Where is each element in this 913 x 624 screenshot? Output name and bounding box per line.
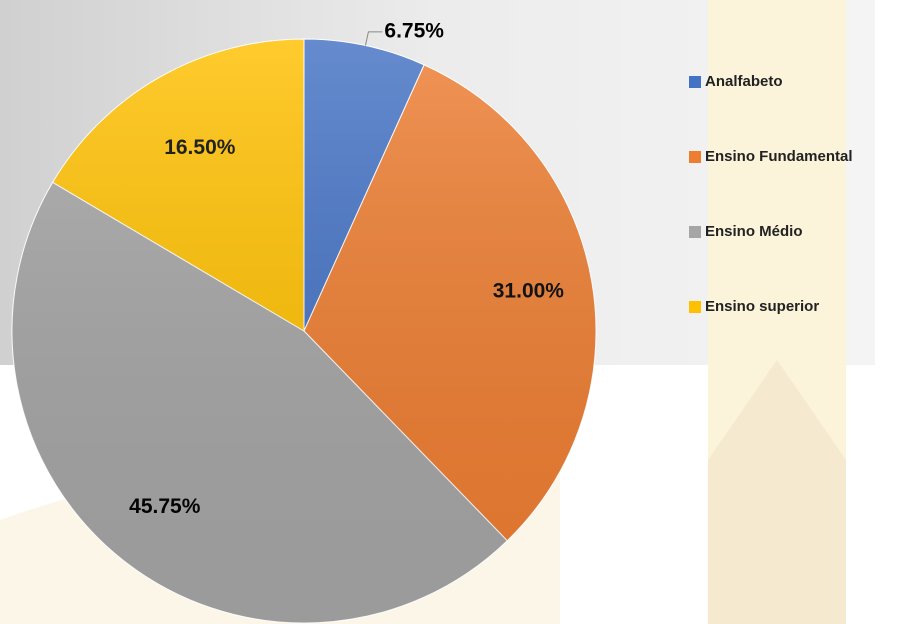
legend-swatch xyxy=(689,226,701,238)
legend-label: Ensino Fundamental xyxy=(705,148,853,165)
legend-swatch xyxy=(689,301,701,313)
legend-swatch xyxy=(689,151,701,163)
background-arrow xyxy=(708,360,846,624)
data-label: 6.75% xyxy=(384,19,444,42)
legend-label: Ensino Médio xyxy=(705,223,803,240)
legend-swatch xyxy=(689,76,701,88)
legend: Analfabeto Ensino Fundamental Ensino Médio… xyxy=(689,73,853,315)
data-label: 31.00% xyxy=(493,279,565,302)
legend-label: Ensino superior xyxy=(705,298,819,315)
data-label: 45.75% xyxy=(129,495,201,518)
data-label: 16.50% xyxy=(164,136,236,159)
legend-label: Analfabeto xyxy=(705,73,783,90)
